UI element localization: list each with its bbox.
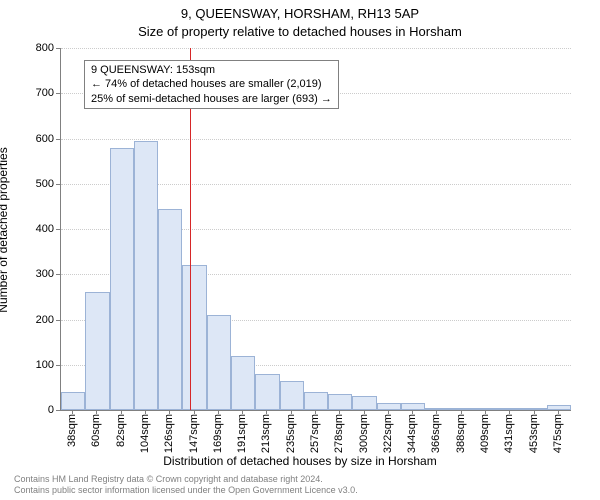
histogram-bar	[450, 408, 474, 410]
x-tick-label: 213sqm	[260, 414, 272, 453]
histogram-bar	[85, 292, 109, 410]
gridline	[61, 48, 571, 49]
histogram-bar	[110, 148, 134, 410]
x-tick-mark	[436, 410, 437, 414]
x-tick-label: 257sqm	[309, 414, 321, 453]
histogram-chart: 9, QUEENSWAY, HORSHAM, RH13 5AP Size of …	[0, 0, 600, 500]
histogram-bar	[207, 315, 231, 410]
x-tick-mark	[364, 410, 365, 414]
x-tick-label: 475sqm	[552, 414, 564, 453]
footer-line2: Contains public sector information licen…	[14, 485, 358, 496]
x-tick-label: 278sqm	[333, 414, 345, 453]
x-tick-mark	[558, 410, 559, 414]
x-tick-label: 322sqm	[382, 414, 394, 453]
x-tick-mark	[339, 410, 340, 414]
x-tick-label: 366sqm	[430, 414, 442, 453]
y-tick-label: 200	[14, 314, 54, 326]
x-tick-mark	[145, 410, 146, 414]
x-tick-label: 169sqm	[212, 414, 224, 453]
x-tick-label: 60sqm	[90, 414, 102, 447]
x-tick-label: 409sqm	[479, 414, 491, 453]
histogram-bar	[547, 405, 571, 410]
x-tick-label: 235sqm	[285, 414, 297, 453]
chart-title-main: 9, QUEENSWAY, HORSHAM, RH13 5AP	[0, 6, 600, 21]
x-tick-label: 147sqm	[188, 414, 200, 453]
x-tick-mark	[291, 410, 292, 414]
x-tick-mark	[509, 410, 510, 414]
y-tick-label: 300	[14, 268, 54, 280]
x-tick-mark	[266, 410, 267, 414]
x-tick-mark	[534, 410, 535, 414]
y-tick-label: 500	[14, 178, 54, 190]
y-axis-label: Number of detached properties	[0, 147, 10, 312]
x-tick-mark	[121, 410, 122, 414]
x-tick-label: 126sqm	[163, 414, 175, 453]
footer-line1: Contains HM Land Registry data © Crown c…	[14, 474, 358, 485]
y-tick-label: 800	[14, 42, 54, 54]
x-tick-label: 453sqm	[528, 414, 540, 453]
y-tick-label: 700	[14, 87, 54, 99]
x-tick-mark	[461, 410, 462, 414]
annotation-line3: 25% of semi-detached houses are larger (…	[91, 92, 332, 106]
histogram-bar	[425, 408, 449, 410]
x-tick-mark	[315, 410, 316, 414]
histogram-bar	[328, 394, 352, 410]
footer: Contains HM Land Registry data © Crown c…	[14, 474, 358, 496]
x-tick-mark	[72, 410, 73, 414]
histogram-bar	[377, 403, 401, 410]
x-tick-mark	[412, 410, 413, 414]
histogram-bar	[280, 381, 304, 410]
y-tick-label: 600	[14, 133, 54, 145]
histogram-bar	[498, 408, 522, 410]
x-tick-label: 104sqm	[139, 414, 151, 453]
x-axis-label: Distribution of detached houses by size …	[0, 454, 600, 468]
x-tick-label: 388sqm	[455, 414, 467, 453]
x-tick-mark	[242, 410, 243, 414]
histogram-bar	[61, 392, 85, 410]
gridline	[61, 139, 571, 140]
histogram-bar	[304, 392, 328, 410]
histogram-bar	[134, 141, 158, 410]
histogram-bar	[231, 356, 255, 410]
annotation-line1: 9 QUEENSWAY: 153sqm	[91, 63, 332, 77]
x-tick-mark	[96, 410, 97, 414]
annotation-line2: ← 74% of detached houses are smaller (2,…	[91, 77, 332, 91]
x-tick-label: 344sqm	[406, 414, 418, 453]
x-tick-mark	[194, 410, 195, 414]
chart-title-sub: Size of property relative to detached ho…	[0, 24, 600, 39]
histogram-bar	[255, 374, 279, 410]
x-tick-label: 38sqm	[66, 414, 78, 447]
histogram-bar	[522, 408, 546, 410]
x-tick-mark	[485, 410, 486, 414]
x-tick-mark	[169, 410, 170, 414]
y-tick-label: 400	[14, 223, 54, 235]
annotation-box: 9 QUEENSWAY: 153sqm ← 74% of detached ho…	[84, 60, 339, 109]
histogram-bar	[158, 209, 182, 410]
histogram-bar	[352, 396, 376, 410]
y-tick-label: 0	[14, 404, 54, 416]
x-tick-label: 300sqm	[358, 414, 370, 453]
histogram-bar	[401, 403, 425, 410]
x-tick-label: 82sqm	[115, 414, 127, 447]
y-tick-label: 100	[14, 359, 54, 371]
histogram-bar	[182, 265, 206, 410]
x-tick-label: 191sqm	[236, 414, 248, 453]
x-tick-mark	[388, 410, 389, 414]
x-tick-mark	[218, 410, 219, 414]
x-tick-label: 431sqm	[503, 414, 515, 453]
